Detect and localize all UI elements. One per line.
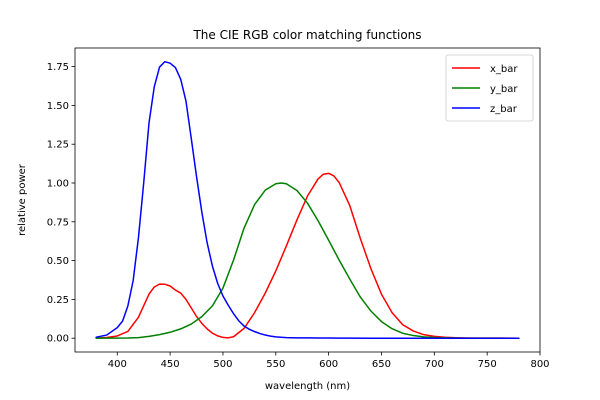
- x-axis-label: wavelength (nm): [265, 381, 350, 392]
- legend-label-x-bar: x_bar: [490, 64, 518, 75]
- legend-label-y-bar: y_bar: [490, 84, 518, 95]
- y-tick-label: 0.50: [47, 256, 69, 267]
- y-tick-label: 0.75: [47, 217, 69, 228]
- x-tick-label: 600: [319, 359, 338, 370]
- x-tick-label: 450: [161, 359, 180, 370]
- y-tick-label: 0.25: [47, 295, 69, 306]
- plot-area: [95, 60, 520, 339]
- series-line-z-bar: [95, 60, 520, 339]
- x-tick-label: 400: [108, 359, 127, 370]
- legend: x_bar y_bar z_bar: [445, 54, 534, 122]
- chart-title: The CIE RGB color matching functions: [192, 28, 421, 42]
- y-tick-label: 0.00: [47, 334, 69, 345]
- axes-frame: [74, 47, 541, 353]
- axis-ticks: 400 450 500 550 600 650 700 750 800 0.00 0.25 0.50 0…: [47, 62, 550, 370]
- x-tick-label: 750: [478, 359, 497, 370]
- y-tick-label: 1.50: [47, 101, 69, 112]
- series-line-x-bar: [95, 172, 520, 339]
- x-tick-label: 700: [425, 359, 444, 370]
- y-tick-label: 1.00: [47, 179, 69, 190]
- y-tick-label: 1.75: [47, 62, 69, 73]
- x-tick-label: 650: [372, 359, 391, 370]
- y-axis-label: relative power: [17, 163, 28, 236]
- x-tick-label: 550: [266, 359, 285, 370]
- legend-box: [445, 54, 534, 122]
- x-tick-label: 500: [213, 359, 232, 370]
- y-tick-label: 1.25: [47, 140, 69, 151]
- legend-label-z-bar: z_bar: [490, 104, 518, 115]
- x-tick-label: 800: [530, 359, 549, 370]
